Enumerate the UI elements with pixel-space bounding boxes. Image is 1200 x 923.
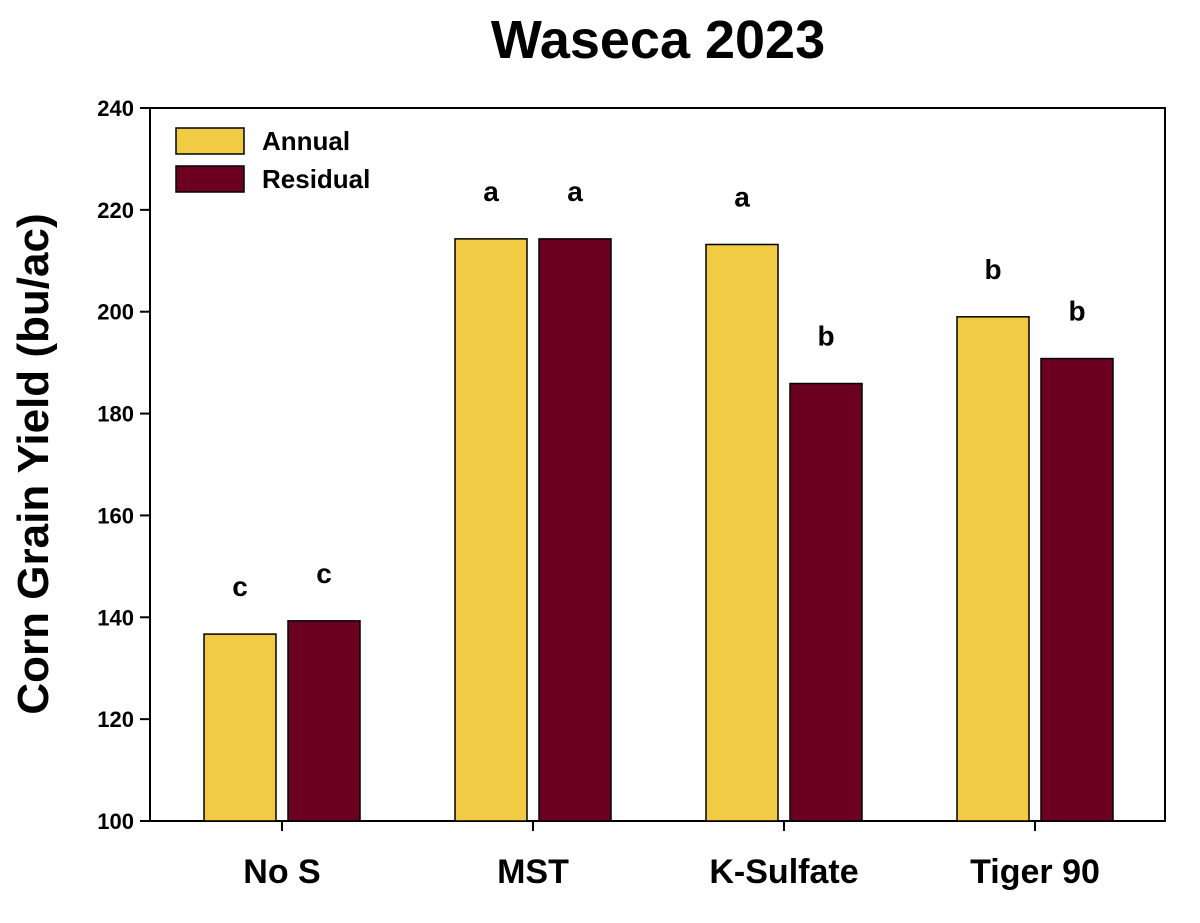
significance-label: b [1068, 296, 1085, 327]
y-axis-label: Corn Grain Yield (bu/ac) [9, 213, 58, 714]
bar-residual [789, 382, 863, 822]
legend-label: Residual [262, 164, 370, 194]
legend-label: Annual [262, 126, 350, 156]
chart-title: Waseca 2023 [491, 10, 825, 70]
significance-label: a [734, 181, 750, 212]
bar-residual [287, 620, 361, 822]
legend-swatch-annual [175, 127, 245, 155]
plot-area: 100 120 140 160 180 200 220 240 No S c c MST a a K-Sul… [97, 96, 1166, 891]
significance-label: b [984, 254, 1001, 285]
significance-label: a [483, 176, 499, 207]
significance-label: c [232, 571, 248, 602]
x-tick-label: MST [497, 853, 569, 891]
bar-annual [454, 238, 528, 822]
significance-label: c [316, 558, 332, 589]
bar-annual [203, 633, 277, 822]
y-tick-label: 180 [97, 402, 134, 427]
y-tick-label: 140 [97, 605, 134, 630]
significance-label: b [817, 321, 834, 352]
y-tick-label: 200 [97, 300, 134, 325]
y-tick-label: 120 [97, 707, 134, 732]
significance-label: a [567, 176, 583, 207]
x-tick-label: K-Sulfate [709, 853, 858, 891]
y-tick-label: 160 [97, 503, 134, 528]
bar-residual [1040, 357, 1114, 822]
x-tick-label: No S [243, 853, 320, 891]
y-tick-label: 100 [97, 809, 134, 834]
legend-swatch-residual [175, 165, 245, 193]
bar-annual [956, 316, 1030, 822]
y-tick-label: 240 [97, 96, 134, 121]
plot-frame [149, 107, 1166, 822]
x-tick-label: Tiger 90 [970, 853, 1100, 891]
y-tick-label: 220 [97, 198, 134, 223]
bar-residual [538, 238, 612, 822]
bar-annual [705, 243, 779, 822]
